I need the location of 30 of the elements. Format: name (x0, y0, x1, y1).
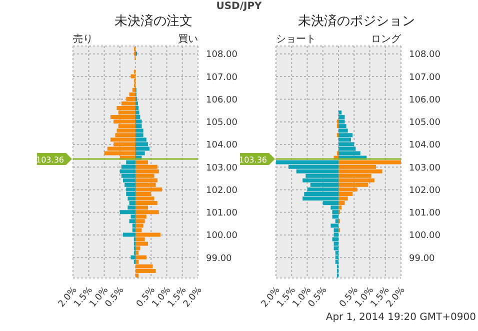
y-tick-label: 108.00 (206, 50, 238, 60)
y-tick-label: 107.00 (206, 72, 238, 83)
y-tick-label: 107.00 (409, 72, 441, 83)
y-tick-label: 101.00 (409, 208, 441, 219)
y-tick-label: 103.00 (206, 163, 238, 174)
y-tick-label: 100.00 (409, 231, 441, 242)
y-tick-label: 102.00 (409, 186, 441, 196)
y-tick-label: 106.00 (409, 95, 441, 106)
y-tick-label: 102.00 (206, 186, 238, 196)
y-tick-label: 104.00 (409, 140, 441, 151)
y-tick-label: 103.00 (409, 163, 441, 174)
text: 売り (73, 32, 93, 46)
text: ロング (371, 34, 401, 45)
ref-line-label: 103.36 (36, 155, 64, 164)
y-tick-label: 101.00 (206, 208, 238, 219)
y-tick-label: 104.00 (206, 140, 238, 151)
y-tick-label: 108.00 (409, 50, 441, 60)
y-tick-label: 105.00 (409, 118, 441, 128)
chart-title: 未決済のポジション (297, 13, 416, 30)
y-tick-label: 100.00 (206, 231, 238, 242)
text: USD/JPY (215, 1, 263, 12)
y-tick-label: 106.00 (206, 95, 238, 106)
text: ショート (276, 33, 316, 46)
ref-line-label: 103.36 (239, 155, 267, 164)
chart-subtitle: 未決済の注文 (114, 13, 194, 30)
y-tick-label: 99.00 (409, 254, 436, 264)
text: 買い (178, 34, 198, 45)
y-tick-label: 99.00 (206, 254, 232, 264)
y-tick-label: 105.00 (206, 118, 238, 128)
text: Apr 1, 2014 19:20 GMT+0900 (326, 312, 476, 323)
